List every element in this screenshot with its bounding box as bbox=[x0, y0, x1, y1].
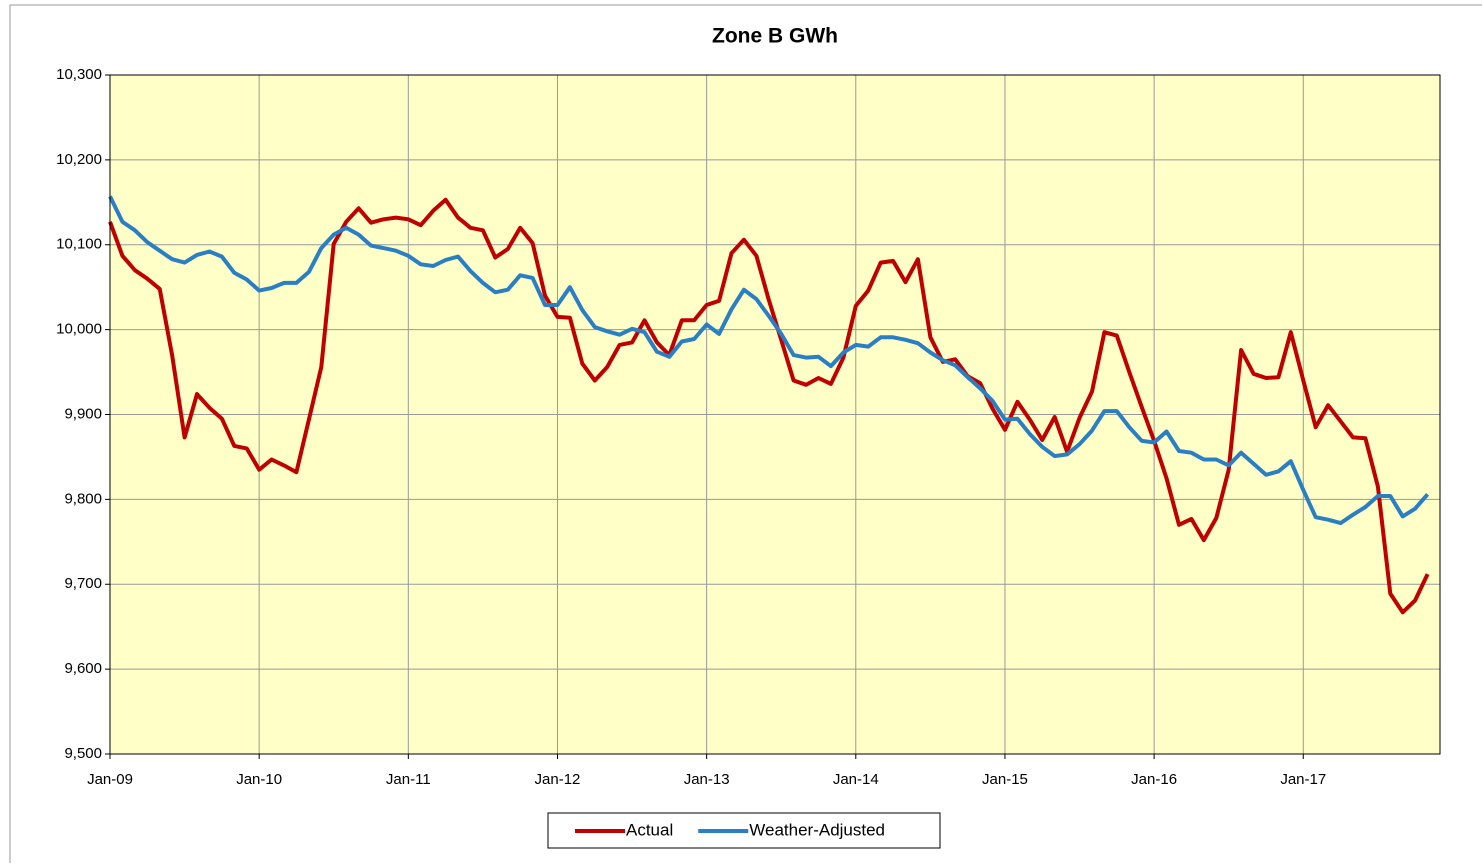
y-tick-label: 9,800 bbox=[64, 490, 102, 507]
y-tick-label: 10,000 bbox=[56, 321, 102, 338]
x-tick-label: Jan-17 bbox=[1280, 771, 1326, 788]
x-tick-label: Jan-15 bbox=[982, 771, 1028, 788]
x-tick-label: Jan-14 bbox=[833, 771, 879, 788]
chart-title: Zone B GWh bbox=[712, 25, 838, 48]
y-tick-label: 9,700 bbox=[64, 575, 102, 592]
y-tick-label: 10,100 bbox=[56, 236, 102, 253]
series-line bbox=[108, 195, 1430, 526]
x-tick-label: Jan-11 bbox=[386, 771, 431, 788]
x-tick-label: Jan-13 bbox=[684, 771, 730, 788]
series-line bbox=[108, 197, 1430, 615]
y-tick-label: 9,900 bbox=[64, 405, 102, 422]
legend-label: Weather-Adjusted bbox=[749, 820, 885, 839]
y-tick-label: 10,300 bbox=[56, 66, 102, 83]
y-tick-label: 10,200 bbox=[56, 151, 102, 168]
x-tick-label: Jan-10 bbox=[236, 771, 282, 788]
x-tick-label: Jan-12 bbox=[535, 771, 581, 788]
y-tick-label: 9,600 bbox=[64, 660, 102, 677]
x-tick-label: Jan-16 bbox=[1131, 771, 1177, 788]
x-tick-label: Jan-09 bbox=[87, 771, 133, 788]
y-tick-label: 9,500 bbox=[64, 745, 102, 762]
legend-label: Actual bbox=[626, 820, 673, 839]
